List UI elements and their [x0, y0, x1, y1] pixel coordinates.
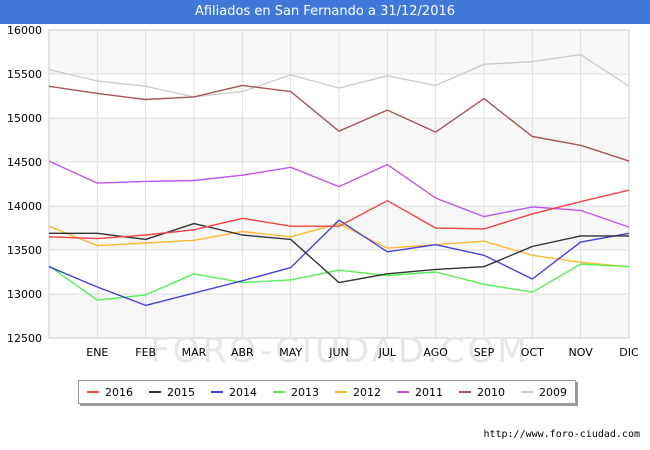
x-tick-label: JUL [378, 346, 397, 359]
series-lines [48, 53, 630, 307]
x-tick-label: ENE [86, 346, 108, 359]
chart-title: Afiliados en San Fernando a 31/12/2016 [0, 0, 650, 24]
x-tick-label: MAR [182, 346, 207, 359]
legend-item-2011: 2011 [397, 386, 443, 399]
legend-label: 2011 [415, 385, 443, 399]
legend-swatch [87, 391, 99, 393]
legend-swatch [397, 391, 409, 393]
x-tick-label: FEB [135, 346, 156, 359]
y-tick-label: 12500 [7, 332, 42, 345]
legend-swatch [273, 391, 285, 393]
series-line-2016 [48, 189, 630, 240]
legend-label: 2010 [477, 385, 505, 399]
y-tick-label: 13500 [7, 244, 42, 257]
x-tick-label: DIC [619, 346, 639, 359]
y-tick-label: 16000 [7, 24, 42, 37]
series-line-2011 [48, 160, 630, 228]
series-line-2009 [48, 53, 630, 98]
legend-item-2009: 2009 [521, 386, 567, 399]
legend-label: 2014 [229, 385, 257, 399]
legend: 2016 2015 2014 2013 2012 2011 2010 2009 [78, 380, 576, 404]
legend-swatch [521, 391, 533, 393]
legend-swatch [149, 391, 161, 393]
legend-swatch [335, 391, 347, 393]
y-tick-label: 15000 [7, 112, 42, 125]
y-tick-label: 13000 [7, 288, 42, 301]
legend-item-2015: 2015 [149, 386, 195, 399]
series-line-2012 [48, 222, 630, 268]
x-tick-label: MAY [279, 346, 302, 359]
y-tick-label: 15500 [7, 68, 42, 81]
x-axis-ticks: ENE FEB MAR ABR MAY JUN JUL AGO SEP OCT NOV DIC [86, 346, 639, 359]
legend-item-2010: 2010 [459, 386, 505, 399]
plot-border [48, 29, 630, 339]
x-tick-label: SEP [474, 346, 495, 359]
legend-item-2014: 2014 [211, 386, 257, 399]
legend-item-2013: 2013 [273, 386, 319, 399]
legend-label: 2012 [353, 385, 381, 399]
series-line-2015 [49, 222, 629, 284]
x-tick-label: AGO [423, 346, 448, 359]
legend-item-2016: 2016 [87, 386, 133, 399]
legend-label: 2016 [105, 385, 133, 399]
x-tick-label: NOV [569, 346, 594, 359]
watermark-text: FORO-CIUDAD.COM [150, 331, 529, 371]
series-line-2014 [48, 219, 630, 307]
y-tick-label: 14000 [7, 200, 42, 213]
series-line-2013 [48, 263, 630, 301]
legend-label: 2015 [167, 385, 195, 399]
x-tick-label: OCT [521, 346, 544, 359]
legend-swatch [459, 391, 471, 393]
y-tick-label: 14500 [7, 156, 42, 169]
x-tick-label: JUN [328, 346, 349, 359]
legend-label: 2013 [291, 385, 319, 399]
x-tick-label: ABR [231, 346, 254, 359]
legend-label: 2009 [539, 385, 567, 399]
legend-item-2012: 2012 [335, 386, 381, 399]
source-url: http://www.foro-ciudad.com [483, 429, 640, 440]
y-axis-ticks: 12500 13000 13500 14000 14500 15000 15500 16000 [7, 24, 42, 345]
grid-lines [48, 29, 630, 339]
series-line-2010 [48, 84, 630, 162]
legend-swatch [211, 391, 223, 393]
